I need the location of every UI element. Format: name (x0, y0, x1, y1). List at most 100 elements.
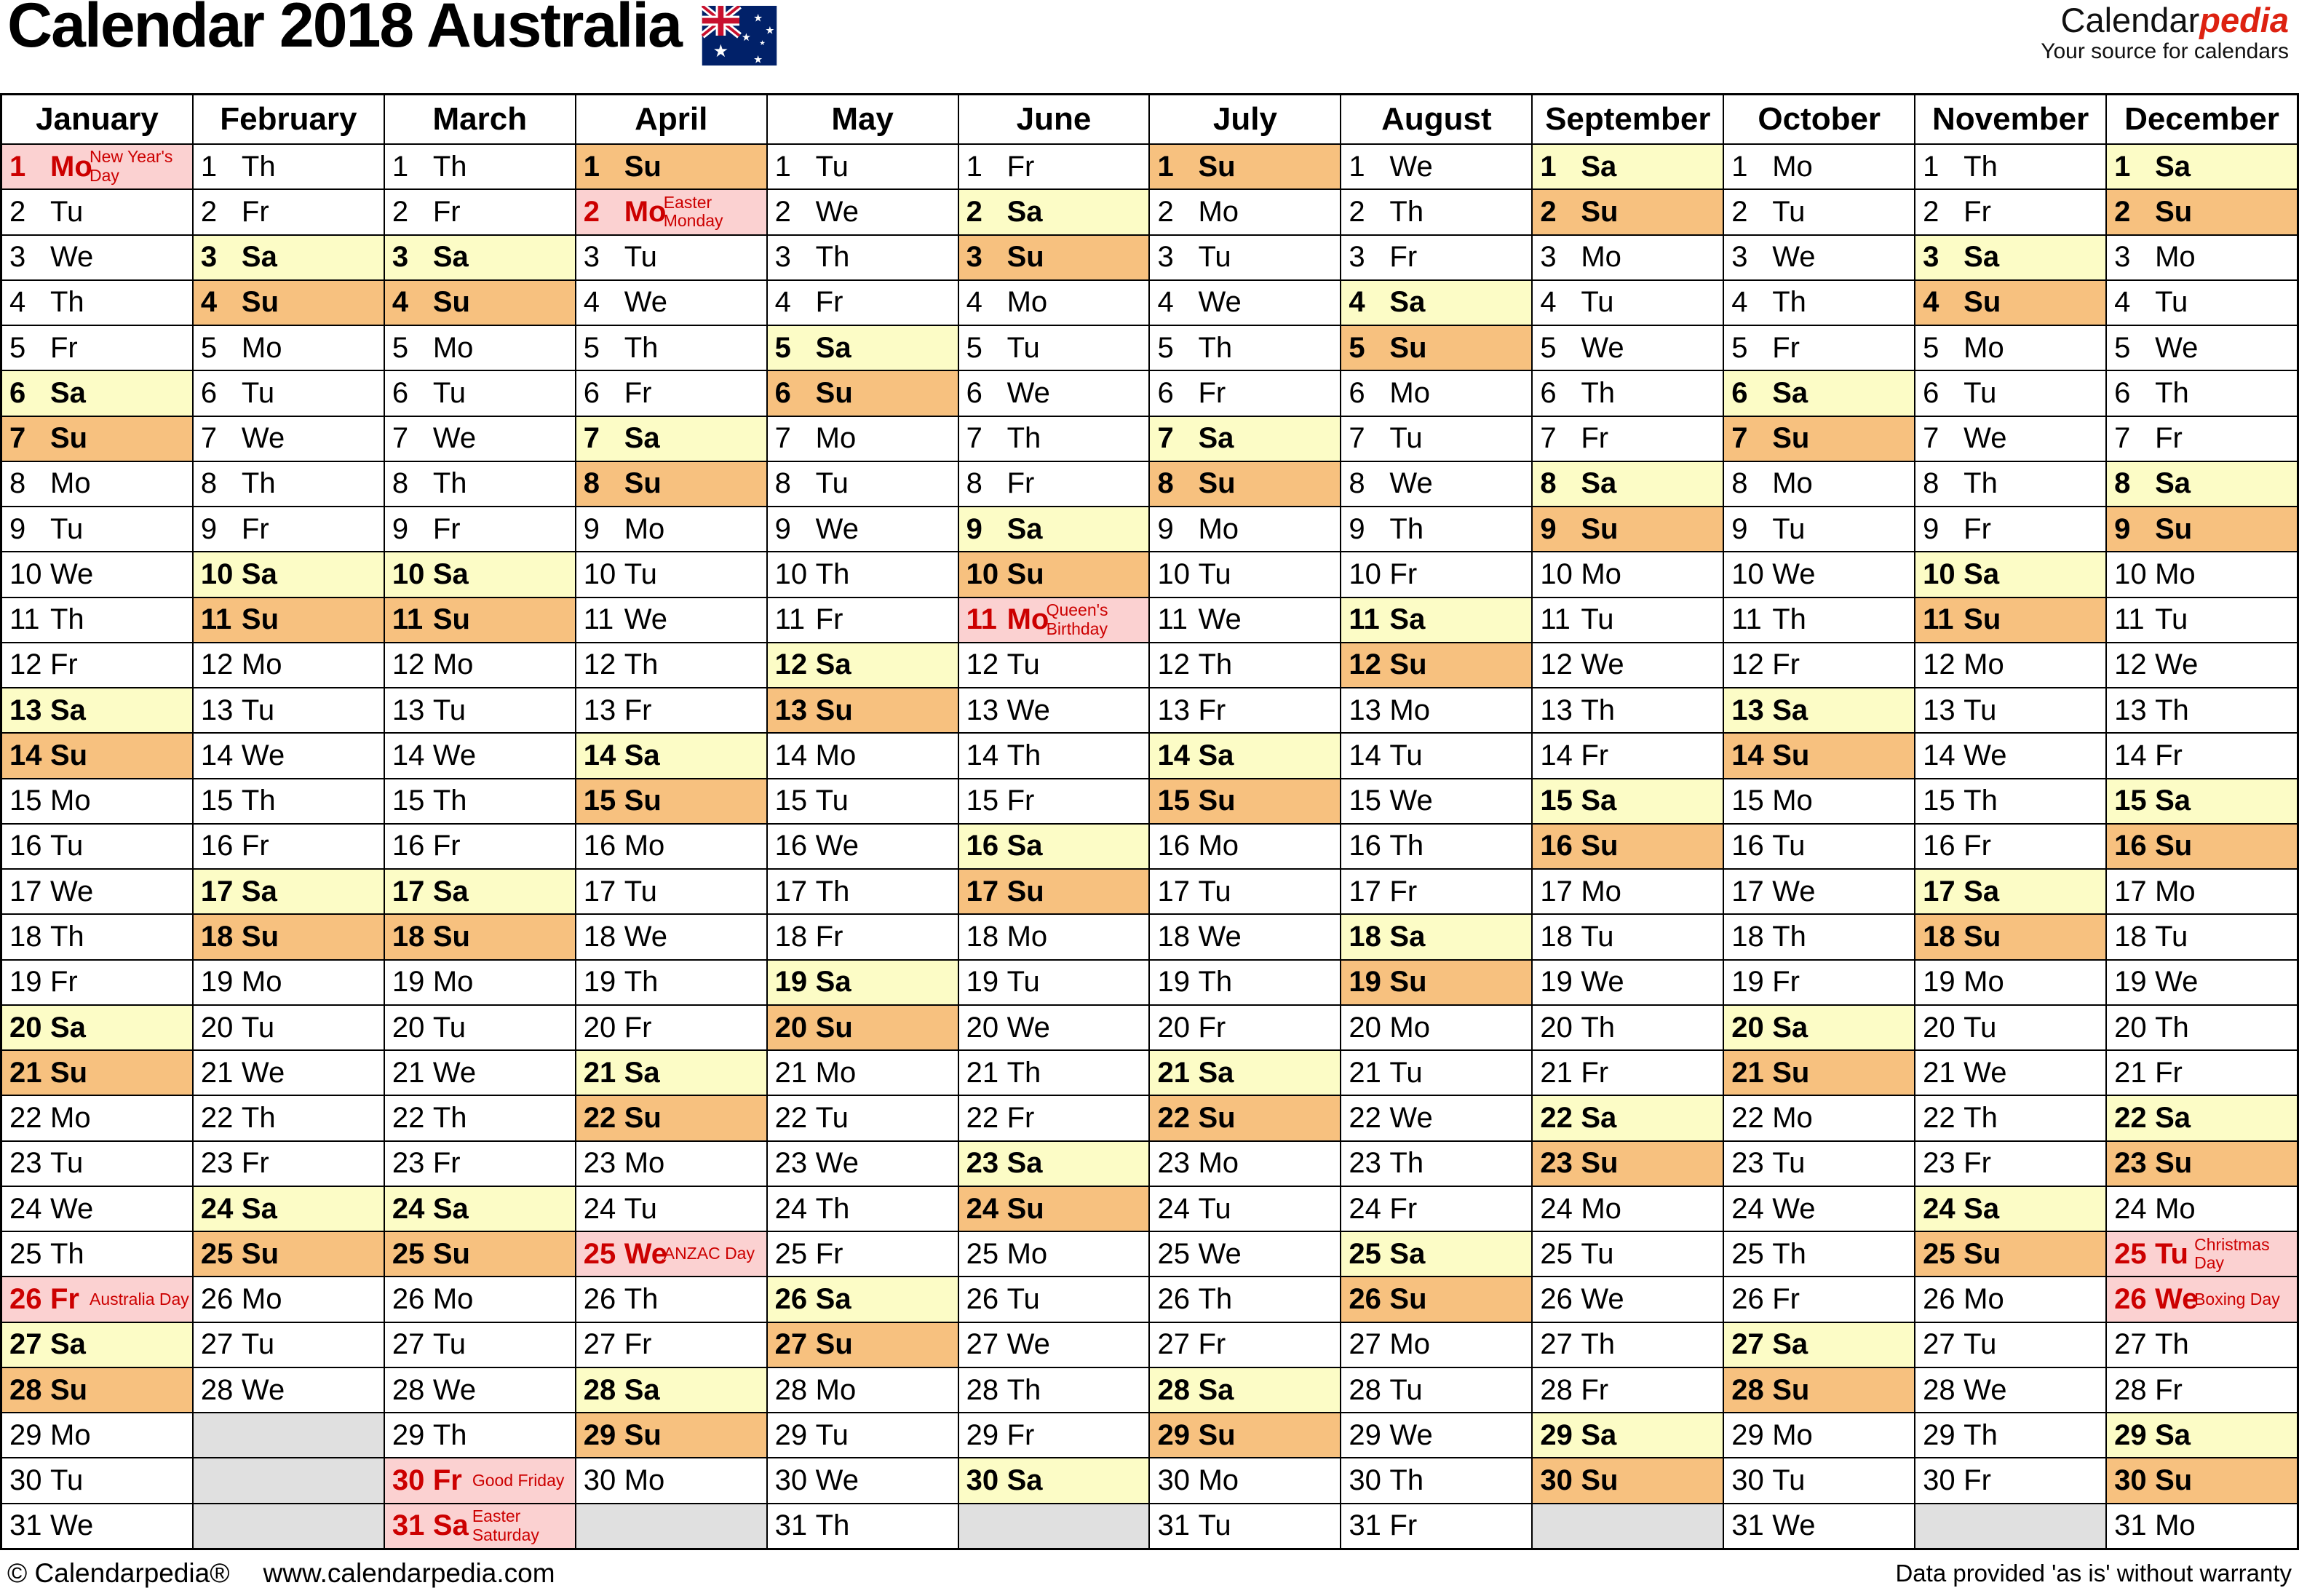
day-cell: 14 We (193, 734, 384, 778)
day-number: 2 (774, 195, 791, 228)
weekday-abbr: Th (1964, 785, 1998, 817)
day-number: 6 (1923, 376, 1939, 409)
weekday-abbr: Sa (2155, 1418, 2191, 1451)
day-number: 21 (583, 1056, 616, 1089)
weekday-abbr: Th (1772, 1237, 1806, 1270)
day-number: 4 (1540, 286, 1557, 319)
day-number: 23 (1349, 1147, 1381, 1180)
day-number: 6 (392, 376, 409, 409)
weekday-abbr: Mo (241, 648, 282, 681)
day-number: 14 (200, 739, 234, 771)
weekday-abbr: We (1006, 694, 1050, 726)
weekday-abbr: Fr (241, 1147, 269, 1180)
day-cell: 11 Fr (767, 597, 958, 642)
day-number: 16 (200, 830, 234, 862)
day-cell: 20 Fr (576, 1005, 766, 1050)
weekday-abbr: Th (815, 557, 850, 590)
empty-cell (576, 1504, 766, 1548)
day-number: 8 (583, 467, 600, 500)
weekday-abbr: Mo (1772, 785, 1813, 817)
day-cell: 25 Mo (958, 1232, 1149, 1277)
weekday-abbr: Th (1772, 286, 1806, 319)
day-cell: 5 Mo (1915, 326, 2106, 370)
day-cell: 17 Mo (2107, 870, 2297, 914)
day-cell: 16 Tu (1724, 824, 1915, 869)
weekday-abbr: Sa (1198, 1056, 1234, 1089)
weekday-abbr: Su (1581, 195, 1619, 228)
weekday-abbr: Tu (1389, 422, 1423, 455)
weekday-abbr: Th (1389, 195, 1424, 228)
day-number: 16 (392, 830, 425, 862)
day-cell: 4 Sa (1341, 280, 1532, 325)
day-number: 20 (9, 1011, 42, 1044)
day-number: 18 (1349, 921, 1381, 953)
day-number: 29 (1157, 1418, 1190, 1451)
weekday-abbr: We (815, 512, 859, 545)
website-link[interactable]: www.calendarpedia.com (263, 1557, 555, 1588)
day-number: 11 (1349, 603, 1380, 636)
top-header: Calendar 2018 Australia ★ ★ ★ ★ ★ ★ Cale… (0, 0, 2299, 93)
weekday-abbr: Su (815, 376, 853, 409)
day-cell: 30 Tu (1724, 1458, 1915, 1503)
day-cell: 7 Su (2, 416, 192, 461)
day-cell: 25 Tu (1533, 1232, 1723, 1277)
day-number: 12 (1157, 648, 1190, 681)
weekday-abbr: Su (1772, 422, 1810, 455)
weekday-abbr: Su (1389, 966, 1427, 999)
weekday-abbr: Th (1198, 648, 1233, 681)
weekday-abbr: Su (1198, 785, 1236, 817)
weekday-abbr: Th (1964, 1102, 1998, 1135)
day-number: 9 (774, 512, 791, 545)
day-cell: 19 Mo (384, 960, 575, 1004)
day-number: 2 (1157, 195, 1174, 228)
day-cell: 18 Fr (767, 915, 958, 959)
day-cell: 3 Sa (1915, 235, 2106, 279)
day-number: 16 (1349, 830, 1381, 862)
day-number: 2 (2114, 195, 2131, 228)
day-cell: 8 Th (1915, 461, 2106, 507)
day-cell: 6 Tu (193, 371, 384, 416)
day-number: 6 (583, 376, 600, 409)
day-number: 7 (1349, 422, 1365, 455)
weekday-abbr: Su (1389, 1283, 1427, 1316)
day-cell: 28 Mo (767, 1367, 958, 1413)
weekday-abbr: Th (1581, 376, 1616, 409)
day-number: 18 (1157, 921, 1190, 953)
weekday-abbr: Th (432, 1418, 467, 1451)
day-cell: 21 Su (2, 1051, 192, 1095)
day-cell: 15 Tu (767, 779, 958, 823)
weekday-abbr: Tu (241, 694, 275, 726)
day-cell: 29 Th (1915, 1413, 2106, 1458)
day-cell: 10 Fr (1341, 552, 1532, 597)
month-header-august: August (1341, 95, 1532, 143)
weekday-abbr: We (815, 195, 859, 228)
day-cell: 6 Th (2107, 371, 2297, 416)
day-cell: 5 Fr (2, 326, 192, 370)
day-number: 28 (1731, 1373, 1764, 1406)
day-number: 14 (1731, 739, 1764, 771)
weekday-abbr: Mo (1581, 875, 1621, 908)
weekday-abbr: Sa (815, 648, 851, 681)
weekday-abbr: Fr (432, 195, 461, 228)
day-cell: 19 Th (1150, 960, 1341, 1004)
weekday-abbr: Su (1964, 603, 2001, 636)
day-cell: 13 Fr (576, 688, 766, 733)
day-number: 23 (1540, 1147, 1573, 1180)
day-cell: 6 Su (767, 371, 958, 416)
day-number: 8 (2114, 467, 2131, 500)
weekday-abbr: We (1772, 875, 1816, 908)
day-cell: 20 Tu (384, 1005, 575, 1050)
day-cell: 26 Su (1341, 1277, 1532, 1322)
weekday-abbr: Tu (1581, 286, 1614, 319)
weekday-abbr: Tu (432, 376, 466, 409)
day-number: 26 (392, 1283, 425, 1316)
day-number: 2 (392, 195, 409, 228)
day-number: 26 (774, 1283, 808, 1316)
day-cell: 14 Su (1724, 734, 1915, 778)
weekday-abbr: Tu (624, 875, 657, 908)
day-number: 13 (966, 694, 999, 726)
day-cell: 2 Fr (384, 190, 575, 234)
day-cell: 15 Sa (2107, 779, 2297, 823)
day-cell: 11 Su (1915, 597, 2106, 642)
day-number: 3 (1923, 241, 1939, 274)
